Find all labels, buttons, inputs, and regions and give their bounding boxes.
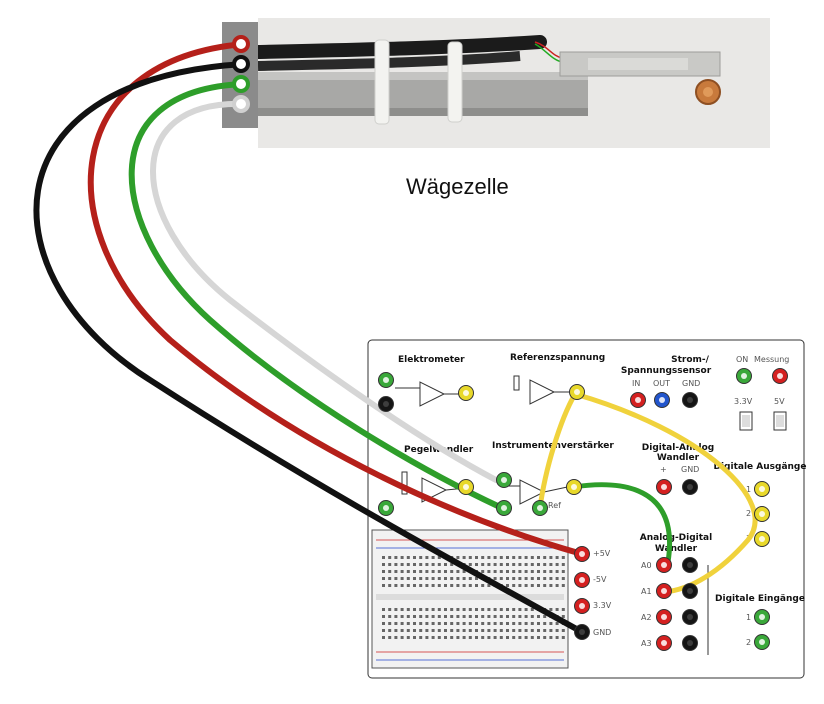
load-cell-photo [222,18,770,148]
wire-green-1 [128,81,505,511]
label-a0: A0 [641,561,652,570]
socket-elektrometer-out-hole [463,390,469,396]
label-gnd: GND [682,379,700,388]
socket-referenz-out-hole [574,389,580,395]
wire-yellow-1 [537,391,578,511]
socket-strom-out-hole [659,397,665,403]
label-out: OUT [653,379,670,388]
socket-out-3-hole [759,536,765,542]
label-a1: A1 [641,587,652,596]
label-in: IN [632,379,640,388]
label-gnd3: GND [593,628,611,637]
socket-instr-ref-hole [537,505,543,511]
socket-a1-hole [661,588,667,594]
label-plus: + [660,465,667,474]
label-a3: A3 [641,639,652,648]
wire-red [87,41,585,557]
title-da-2: Wandler [657,453,700,463]
label-on: ON [736,355,748,364]
socket-out-2-hole [759,511,765,517]
socket-a3-gnd-hole [687,640,693,646]
label-p5v: +5V [593,549,611,558]
title-da-1: Digital-Analog [642,443,714,453]
load-cell-jacks [232,35,250,113]
socket-gnd-hole [579,629,585,635]
board-sockets [378,368,788,651]
socket-messung-led-hole [777,373,783,379]
socket-p33v-hole [579,603,585,609]
socket-a2-hole [661,614,667,620]
label-5v: 5V [774,397,785,406]
socket-strom-gnd-hole [687,397,693,403]
socket-instr-minus-hole [501,505,507,511]
socket-instr-out-hole [571,484,577,490]
label-out-2: 2 [746,509,751,518]
wire-green-2 [570,482,672,565]
socket-elektrometer-gnd-hole [383,401,389,407]
socket-a3-hole [661,640,667,646]
load-cell-caption: Wägezelle [406,174,509,199]
title-ad-1: Analog-Digital [640,533,712,543]
socket-strom-in-hole [635,397,641,403]
wire-white [150,100,499,483]
socket-da-plus-hole [661,484,667,490]
label-in-1: 1 [746,613,751,622]
socket-pegel-in-hole [383,505,389,511]
socket-instr-plus-hole [501,477,507,483]
socket-out-1-hole [759,486,765,492]
label-gnd2: GND [681,465,699,474]
socket-in-1-hole [759,614,765,620]
title-strom-1: Strom-/ [671,355,710,365]
label-m5v: -5V [593,575,607,584]
socket-a1-gnd-hole [687,588,693,594]
socket-in-2-hole [759,639,765,645]
title-elektrometer: Elektrometer [398,355,465,365]
breadboard [371,529,569,669]
socket-da-gnd-hole [687,484,693,490]
wires [33,41,758,635]
label-p33v: 3.3V [593,601,612,610]
socket-m5v-hole [579,577,585,583]
label-in-2: 2 [746,638,751,647]
socket-p5v-hole [579,551,585,557]
wire-yellow-2 [572,391,758,595]
label-3v3: 3.3V [734,397,753,406]
label-out-1: 1 [746,485,751,494]
socket-pegel-out-hole [463,484,469,490]
title-referenz: Referenzspannung [510,353,605,363]
title-dig-in: Digitale Eingänge [715,594,805,604]
label-messung: Messung [754,355,789,364]
socket-elektrometer-in-hole [383,377,389,383]
title-ad-2: Wandler [655,544,698,554]
label-ref: Ref [548,501,561,510]
socket-a2-gnd-hole [687,614,693,620]
socket-a0-gnd-hole [687,562,693,568]
socket-a0-hole [661,562,667,568]
socket-on-led-hole [741,373,747,379]
title-dig-out: Digitale Ausgänge [714,462,807,472]
title-strom-2: Spannungssensor [621,366,712,376]
label-a2: A2 [641,613,652,622]
wire-black [33,61,585,635]
